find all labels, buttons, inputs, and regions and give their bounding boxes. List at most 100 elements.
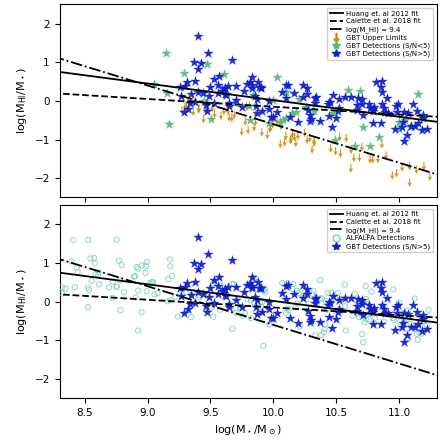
Point xyxy=(179,290,186,297)
Point xyxy=(269,315,277,322)
Point xyxy=(306,318,313,325)
Point xyxy=(392,303,400,310)
Point xyxy=(222,285,229,292)
Point xyxy=(164,275,172,282)
Point xyxy=(325,290,332,297)
Point xyxy=(317,295,324,302)
Point xyxy=(217,282,224,290)
Point xyxy=(211,76,218,83)
Point xyxy=(329,110,336,117)
Point xyxy=(294,319,301,326)
Point xyxy=(359,330,366,337)
Point xyxy=(182,82,189,89)
Point xyxy=(415,120,422,127)
Point xyxy=(222,92,229,99)
Point xyxy=(355,94,362,101)
Point xyxy=(233,297,240,304)
Point xyxy=(394,302,401,309)
Point xyxy=(401,338,408,345)
Point xyxy=(301,289,308,296)
Point xyxy=(370,320,377,327)
Point xyxy=(332,114,339,121)
Point xyxy=(351,290,358,297)
Point xyxy=(268,114,275,121)
Point xyxy=(204,290,211,297)
Point xyxy=(409,301,416,308)
Point xyxy=(283,94,290,101)
Point xyxy=(359,95,366,103)
Point xyxy=(407,321,415,328)
Point xyxy=(276,118,283,125)
Point xyxy=(335,308,342,315)
Point xyxy=(238,103,245,110)
Point xyxy=(246,279,253,286)
X-axis label: log(M$_\star$/M$_\odot$): log(M$_\star$/M$_\odot$) xyxy=(214,423,282,437)
Point xyxy=(282,114,289,121)
Point xyxy=(233,309,240,316)
Point xyxy=(95,269,102,276)
Point xyxy=(247,117,254,124)
Point xyxy=(351,142,359,149)
Point xyxy=(283,295,290,302)
Point xyxy=(305,300,312,307)
Point xyxy=(311,99,318,106)
Point xyxy=(91,260,98,267)
Point xyxy=(290,281,297,288)
Point xyxy=(377,119,385,126)
Point xyxy=(96,281,103,288)
Point xyxy=(116,277,123,284)
Point xyxy=(252,103,259,110)
Point xyxy=(370,103,377,110)
Point xyxy=(151,291,158,298)
Point xyxy=(312,331,319,338)
Point xyxy=(292,304,299,311)
Point xyxy=(208,116,215,123)
Point xyxy=(255,284,262,291)
Point xyxy=(321,329,328,336)
Point xyxy=(258,303,265,310)
Point xyxy=(210,313,217,320)
Point xyxy=(360,298,367,305)
Point xyxy=(369,108,376,115)
Point xyxy=(211,277,218,284)
Point xyxy=(62,285,69,292)
Point xyxy=(414,336,421,343)
Point xyxy=(398,123,405,130)
Point xyxy=(257,284,264,291)
Point xyxy=(221,84,228,92)
Point xyxy=(289,286,296,293)
Point xyxy=(366,316,373,323)
Point xyxy=(194,88,201,95)
Point xyxy=(391,316,398,323)
Point xyxy=(396,125,403,132)
Point xyxy=(202,101,209,108)
Point xyxy=(215,290,222,297)
Point xyxy=(265,306,272,313)
Point xyxy=(353,303,360,310)
Point xyxy=(203,308,210,315)
Point xyxy=(317,118,324,125)
Point xyxy=(300,294,307,301)
Point xyxy=(279,290,286,297)
Point xyxy=(187,100,194,107)
Point xyxy=(177,293,184,300)
Point xyxy=(381,105,388,112)
Point xyxy=(138,262,146,269)
Point xyxy=(312,294,319,301)
Point xyxy=(169,272,176,279)
Point xyxy=(233,96,240,103)
Point xyxy=(425,306,432,313)
Point xyxy=(249,274,256,281)
Point xyxy=(187,301,194,308)
Point xyxy=(262,285,269,292)
Point xyxy=(294,118,301,125)
Point xyxy=(209,280,217,287)
Point xyxy=(326,300,333,307)
Point xyxy=(142,269,149,276)
Point xyxy=(329,92,336,99)
Point xyxy=(393,309,400,316)
Point xyxy=(341,303,348,310)
Point xyxy=(59,284,66,291)
Point xyxy=(215,90,222,97)
Point xyxy=(400,318,407,325)
